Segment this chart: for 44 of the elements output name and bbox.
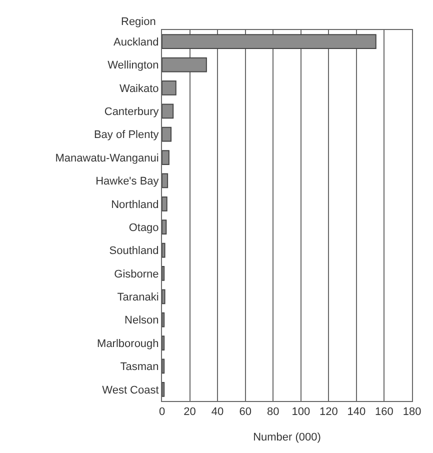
y-tick-label: Taranaki [117,292,159,304]
bar [162,196,168,212]
bar [162,336,165,350]
x-tick-label: 0 [158,406,166,418]
bar [162,266,165,281]
x-tick-label: 20 [184,406,196,418]
y-axis-title: Region [121,16,156,28]
x-tick-label: 120 [319,406,338,418]
bar [162,220,167,235]
y-tick-label: Gisborne [114,268,159,280]
bar [162,104,174,119]
y-tick-label: Otago [128,222,159,234]
y-tick-label: Tasman [120,361,159,374]
bar [162,382,165,397]
y-tick-label: Nelson [124,314,159,327]
y-tick-label: Waikato [119,82,159,95]
y-tick-label: West Coast [102,384,159,396]
bar [162,312,165,328]
y-tick-label: Marlborough [97,338,159,350]
y-tick-label: Southland [109,245,159,258]
y-tick-label: Hawke's Bay [96,176,160,188]
bar [162,57,207,72]
x-axis-title: Number (000) [253,431,321,444]
bar [162,150,170,165]
bar [162,173,168,188]
y-tick-label: Northland [111,198,159,211]
y-tick-label: Canterbury [104,106,160,118]
x-tick-label: 80 [266,406,280,418]
x-tick-label: 60 [239,406,252,418]
y-tick-label: Manawatu-Wanganui [55,152,159,164]
y-tick-label: Auckland [114,36,159,48]
bar [162,126,172,142]
y-tick-label: Bay of Plenty [94,129,160,142]
bar [162,242,166,258]
bar [162,34,376,50]
bar [162,289,166,304]
y-tick-label: Wellington [108,60,159,72]
x-tick-label: 140 [347,406,366,418]
x-tick-label: 100 [292,406,310,418]
x-tick-label: 160 [375,406,394,418]
x-tick-label: 40 [211,406,224,418]
bar [162,80,176,96]
x-tick-label: 180 [402,406,422,418]
bar [162,358,165,374]
